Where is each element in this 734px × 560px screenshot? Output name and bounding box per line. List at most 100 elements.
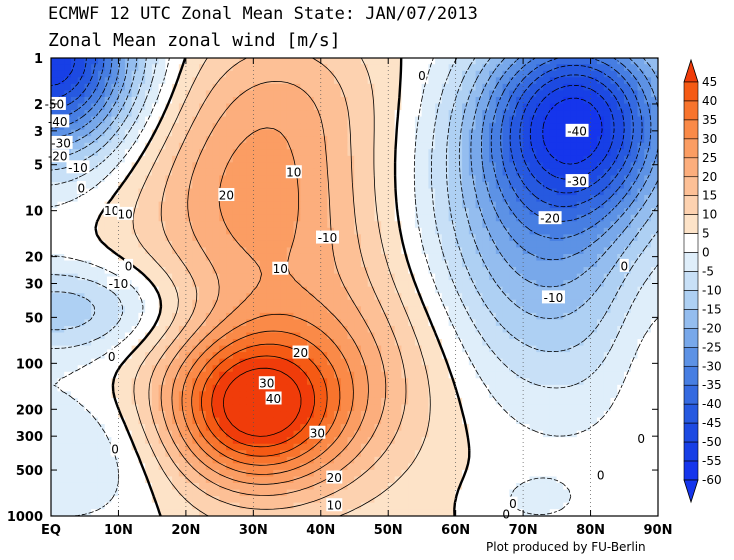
field-cell — [650, 123, 658, 131]
field-cell — [333, 280, 342, 288]
field-cell — [300, 267, 308, 275]
field-cell — [104, 162, 112, 170]
field-cell — [441, 280, 450, 288]
field-cell — [286, 188, 295, 196]
field-cell — [266, 417, 274, 425]
field-cell — [306, 293, 315, 301]
field-cell — [239, 149, 247, 157]
field-cell — [158, 155, 166, 163]
field-cell — [556, 234, 564, 242]
field-cell — [266, 339, 274, 347]
field-cell — [293, 149, 301, 157]
field-cell — [650, 110, 658, 118]
field-cell — [327, 280, 335, 288]
field-cell — [617, 227, 625, 235]
field-cell — [644, 306, 652, 314]
field-cell — [239, 319, 247, 327]
field-cell — [104, 195, 112, 203]
field-cell — [354, 90, 362, 98]
field-cell — [327, 116, 335, 124]
field-cell — [259, 293, 268, 301]
field-cell — [549, 58, 558, 65]
field-cell — [131, 116, 139, 124]
field-cell — [212, 378, 220, 386]
field-cell — [226, 371, 234, 379]
field-cell — [583, 162, 591, 170]
field-cell — [623, 391, 632, 399]
field-cell — [462, 273, 470, 281]
field-cell — [205, 116, 214, 124]
field-cell — [435, 306, 443, 314]
field-cell — [64, 260, 72, 268]
field-cell — [462, 129, 470, 137]
field-cell — [644, 240, 652, 249]
field-cell — [482, 345, 490, 353]
field-cell — [158, 182, 166, 190]
field-cell — [266, 201, 274, 209]
field-cell — [111, 325, 119, 334]
field-cell — [468, 208, 477, 216]
field-cell — [401, 208, 409, 216]
field-cell — [408, 404, 416, 412]
field-cell — [239, 280, 247, 288]
field-cell — [226, 136, 234, 144]
field-cell — [543, 280, 551, 288]
field-cell — [583, 384, 591, 392]
field-cell — [462, 267, 470, 275]
field-cell — [178, 96, 187, 105]
field-cell — [239, 384, 247, 392]
field-cell — [367, 208, 376, 216]
field-cell — [516, 253, 524, 262]
field-cell — [401, 77, 409, 85]
field-cell — [374, 384, 382, 392]
field-cell — [502, 227, 510, 235]
field-cell — [495, 365, 504, 373]
field-cell — [516, 136, 524, 144]
field-cell — [286, 182, 295, 190]
field-cell — [522, 312, 531, 321]
field-cell — [239, 358, 247, 366]
field-cell — [340, 358, 349, 366]
field-cell — [374, 168, 382, 177]
field-cell — [576, 188, 585, 196]
field-cell — [212, 240, 220, 249]
field-cell — [563, 201, 571, 209]
field-cell — [637, 168, 645, 177]
field-cell — [603, 221, 612, 229]
field-cell — [516, 103, 524, 111]
field-cell — [475, 397, 483, 406]
field-cell — [475, 286, 483, 294]
field-cell — [610, 182, 618, 190]
field-cell — [300, 195, 308, 203]
field-cell — [172, 267, 180, 275]
field-cell — [246, 325, 254, 334]
field-cell — [543, 110, 551, 118]
field-cell — [205, 260, 214, 268]
field-cell — [650, 195, 658, 203]
field-cell — [232, 260, 241, 268]
field-cell — [630, 293, 639, 301]
field-cell — [97, 90, 106, 98]
field-cell — [219, 142, 227, 150]
field-cell — [374, 312, 382, 321]
field-cell — [475, 208, 483, 216]
field-cell — [536, 273, 544, 281]
field-cell — [597, 123, 605, 131]
field-cell — [266, 123, 274, 131]
field-cell — [590, 280, 598, 288]
field-cell — [266, 234, 274, 242]
field-cell — [570, 332, 578, 340]
field-cell — [212, 116, 220, 124]
field-cell — [475, 306, 483, 314]
field-cell — [630, 58, 639, 65]
field-cell — [381, 136, 389, 144]
field-cell — [84, 142, 92, 150]
field-cell — [516, 168, 524, 177]
field-cell — [212, 391, 220, 399]
field-cell — [448, 293, 456, 301]
field-cell — [421, 299, 429, 307]
field-cell — [482, 339, 490, 347]
field-cell — [232, 312, 241, 321]
field-cell — [482, 90, 490, 98]
field-cell — [253, 77, 261, 85]
